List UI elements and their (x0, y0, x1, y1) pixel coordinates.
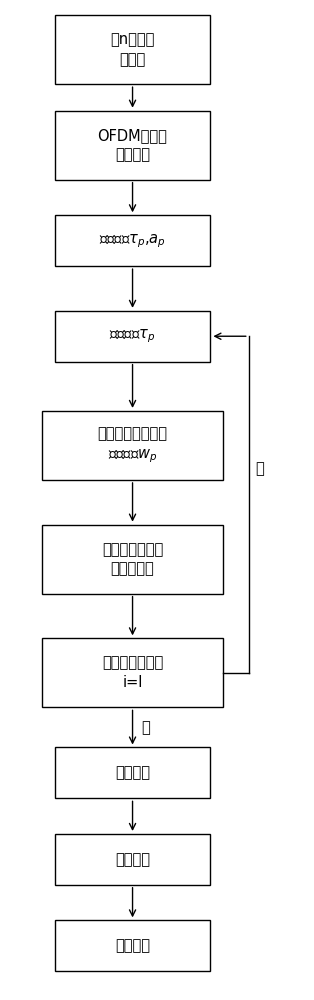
Bar (55, 215, 210, 266)
Text: 信道均衡: 信道均衡 (115, 765, 150, 780)
Bar (55, 834, 210, 885)
Bar (55, 920, 210, 971)
Bar (42, 638, 223, 707)
Text: 干扰消除的阶数
i=I: 干扰消除的阶数 i=I (102, 655, 163, 690)
Text: 第n个接收
数据块: 第n个接收 数据块 (110, 32, 155, 67)
Bar (55, 15, 210, 84)
Text: 移位信号乘以干扰
抑制因子$w_p$: 移位信号乘以干扰 抑制因子$w_p$ (98, 426, 168, 465)
Text: 判决输出: 判决输出 (115, 938, 150, 953)
Text: 是: 是 (142, 720, 150, 735)
Text: 符号移位$\tau_p$: 符号移位$\tau_p$ (109, 327, 156, 345)
Bar (42, 411, 223, 480)
Text: 否: 否 (255, 461, 263, 476)
Text: 从原始信号中减
去移位信号: 从原始信号中减 去移位信号 (102, 542, 163, 577)
Text: 信道解码: 信道解码 (115, 852, 150, 867)
Bar (42, 525, 223, 594)
Text: 信道估计$\tau_p$,$a_p$: 信道估计$\tau_p$,$a_p$ (99, 232, 166, 250)
Text: OFDM接收端
信号处理: OFDM接收端 信号处理 (98, 128, 167, 163)
Bar (55, 747, 210, 798)
Bar (55, 311, 210, 362)
Bar (55, 111, 210, 180)
